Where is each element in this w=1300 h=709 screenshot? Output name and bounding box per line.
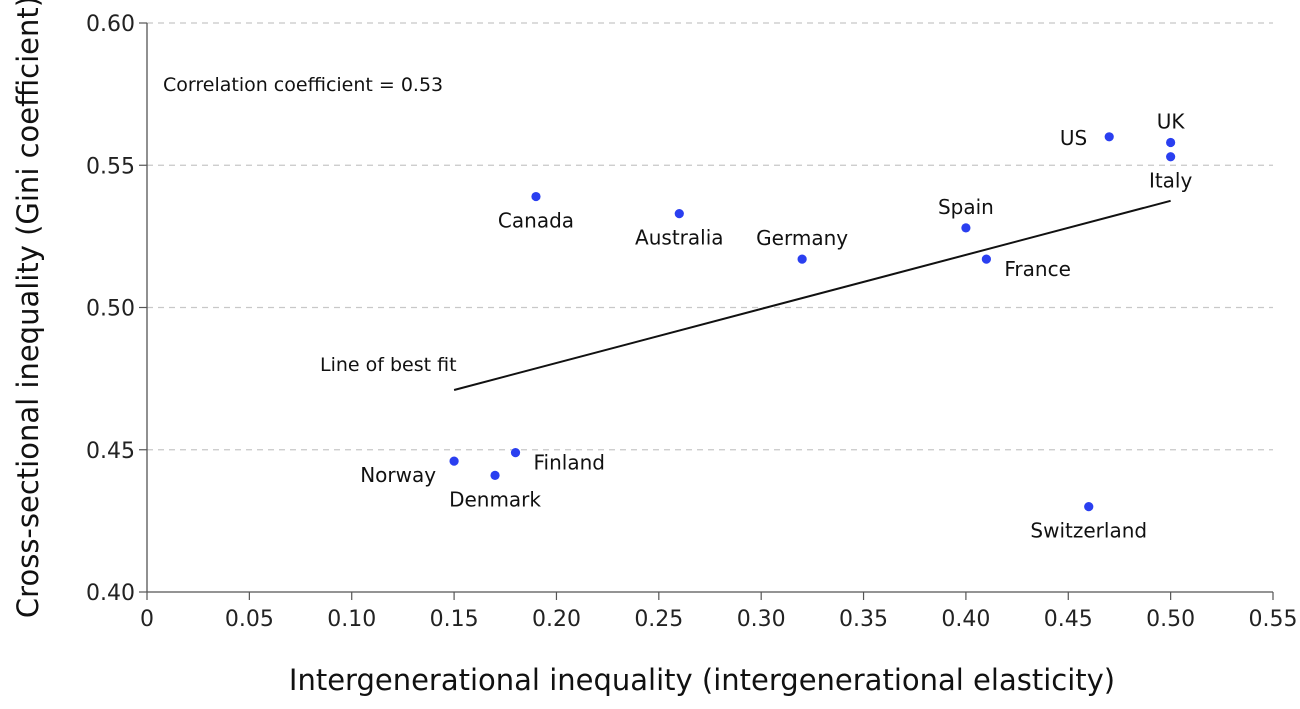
y-tick-label: 0.50 bbox=[86, 297, 135, 322]
x-tick-label: 0.30 bbox=[737, 607, 786, 632]
y-tick-label: 0.40 bbox=[86, 581, 135, 606]
labels-layer: Norway Denmark Finland Canada Australia Germa… bbox=[360, 109, 1192, 542]
x-tick-label: 0.55 bbox=[1249, 607, 1298, 632]
best-fit-label: Line of best fit bbox=[320, 354, 457, 376]
x-tick-label: 0.35 bbox=[839, 607, 888, 632]
point-label: Denmark bbox=[449, 487, 541, 511]
x-axis-title: Intergenerational inequality (intergener… bbox=[289, 663, 1115, 697]
data-point bbox=[981, 254, 991, 264]
x-tick-label: 0.50 bbox=[1146, 607, 1195, 632]
point-label: Finland bbox=[534, 451, 605, 475]
point-label: Germany bbox=[756, 226, 848, 250]
y-tick-label: 0.60 bbox=[86, 12, 135, 37]
point-label: France bbox=[1004, 257, 1071, 281]
points-layer bbox=[449, 132, 1176, 512]
data-point bbox=[961, 223, 971, 233]
x-tick-label: 0.45 bbox=[1044, 607, 1093, 632]
data-point bbox=[674, 209, 684, 219]
point-label: Canada bbox=[498, 209, 574, 233]
data-point bbox=[449, 456, 459, 466]
point-label: Spain bbox=[938, 195, 994, 219]
data-point bbox=[490, 470, 500, 480]
x-tick-label: 0 bbox=[140, 607, 154, 632]
point-label: Norway bbox=[360, 463, 436, 487]
y-tick-label: 0.45 bbox=[86, 439, 135, 464]
data-point bbox=[1084, 502, 1094, 512]
axes-layer: 0.40 0.45 0.50 0.55 0.60 0 0.05 0.10 0.15 0.20 0.2… bbox=[86, 12, 1297, 632]
correlation-annotation: Correlation coefficient = 0.53 bbox=[163, 74, 443, 96]
x-tick-label: 0.15 bbox=[430, 607, 479, 632]
x-tick-label: 0.05 bbox=[225, 607, 274, 632]
best-fit-line bbox=[453, 199, 1171, 391]
data-point bbox=[797, 254, 807, 264]
x-tick-label: 0.20 bbox=[532, 607, 581, 632]
fit-layer bbox=[453, 199, 1171, 391]
point-label: Italy bbox=[1149, 169, 1193, 193]
y-tick-label: 0.55 bbox=[86, 154, 135, 179]
x-tick-label: 0.40 bbox=[941, 607, 990, 632]
x-tick-label: 0.10 bbox=[327, 607, 376, 632]
grid-layer bbox=[147, 22, 1273, 451]
point-label: Switzerland bbox=[1030, 519, 1147, 543]
data-point bbox=[531, 191, 541, 202]
point-label: US bbox=[1060, 126, 1087, 150]
data-point bbox=[1166, 152, 1176, 162]
data-point bbox=[1166, 137, 1176, 148]
point-label: UK bbox=[1157, 109, 1186, 133]
y-axis-title: Cross-sectional inequality (Gini coeffic… bbox=[11, 0, 45, 618]
x-tick-label: 0.25 bbox=[634, 607, 683, 632]
point-label: Australia bbox=[635, 226, 723, 250]
data-point bbox=[1104, 132, 1114, 142]
data-point bbox=[510, 447, 521, 458]
